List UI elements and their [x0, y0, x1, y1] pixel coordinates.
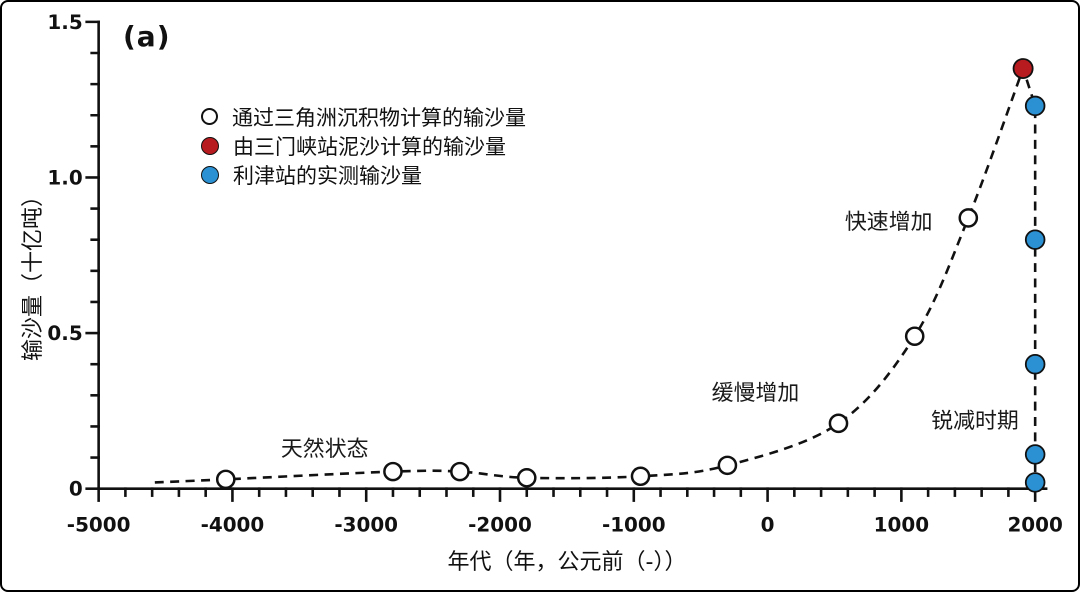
- series-2: [1012, 58, 1034, 79]
- data-point-sanmenxia: [1012, 58, 1034, 79]
- data-point-delta: [383, 461, 403, 482]
- data-point-lijin: [1024, 444, 1046, 465]
- data-point-delta: [958, 208, 979, 228]
- x-tick-label: -3000: [334, 513, 398, 536]
- annotation-text: 天然状态: [281, 437, 369, 462]
- data-point-lijin: [1024, 472, 1046, 493]
- annotation-text: 缓慢增加: [712, 381, 800, 406]
- y-tick-label: 1.5: [47, 11, 82, 34]
- tick-labels: -5000 -4000 -3000 -2000 -1000 0 1000 2000 0 0.5 1.…: [47, 11, 1062, 537]
- data-point-lijin: [1024, 95, 1046, 117]
- legend-label: 通过三角洲沉积物计算的输沙量: [232, 105, 526, 130]
- y-tick-label: 0.5: [47, 322, 82, 345]
- trend-line: [154, 64, 1037, 484]
- x-tick-label: 1000: [874, 513, 929, 536]
- legend: 通过三角洲沉积物计算的输沙量 由三门峡站泥沙计算的输沙量 利津站的实测输沙量: [201, 102, 526, 189]
- x-tick-label: -2000: [468, 513, 532, 536]
- axes: [85, 20, 1048, 502]
- panel-label: (a): [123, 20, 171, 53]
- filled-circle-icon: [201, 136, 219, 155]
- data-point-delta: [904, 326, 925, 347]
- annotation-text: 快速增加: [845, 210, 933, 235]
- x-tick-label: -5000: [67, 513, 131, 536]
- data-point-delta: [516, 467, 537, 488]
- x-tick-label: 2000: [1007, 513, 1062, 536]
- legend-label: 利津站的实测输沙量: [233, 163, 422, 188]
- open-circle-icon: [201, 108, 218, 125]
- y-tick-label: 0: [69, 478, 83, 501]
- legend-item-3: 利津站的实测输沙量: [201, 160, 526, 189]
- data-point-delta: [828, 413, 849, 434]
- x-tick-label: 0: [761, 513, 775, 536]
- y-axis-title: 输沙量（十亿吨）: [21, 185, 46, 362]
- x-tick-label: -1000: [602, 513, 666, 536]
- x-axis-title: 年代（年，公元前（-））: [447, 550, 687, 575]
- annotation-text: 锐减时期: [931, 409, 1019, 434]
- data-point-delta: [717, 455, 738, 476]
- y-tick-label: 1.0: [47, 166, 82, 189]
- data-point-lijin: [1024, 354, 1046, 375]
- x-tick-label: -4000: [201, 513, 265, 536]
- data-point-delta: [630, 466, 651, 487]
- data-point-delta: [450, 461, 470, 482]
- legend-label: 由三门峡站泥沙计算的输沙量: [233, 134, 506, 159]
- series-3: [1024, 95, 1046, 493]
- data-point-lijin: [1024, 229, 1046, 250]
- data-point-delta: [215, 469, 236, 490]
- legend-item-2: 由三门峡站泥沙计算的输沙量: [201, 131, 526, 160]
- legend-item-1: 通过三角洲沉积物计算的输沙量: [201, 102, 526, 131]
- series-1: [215, 208, 979, 490]
- filled-circle-icon: [201, 165, 219, 184]
